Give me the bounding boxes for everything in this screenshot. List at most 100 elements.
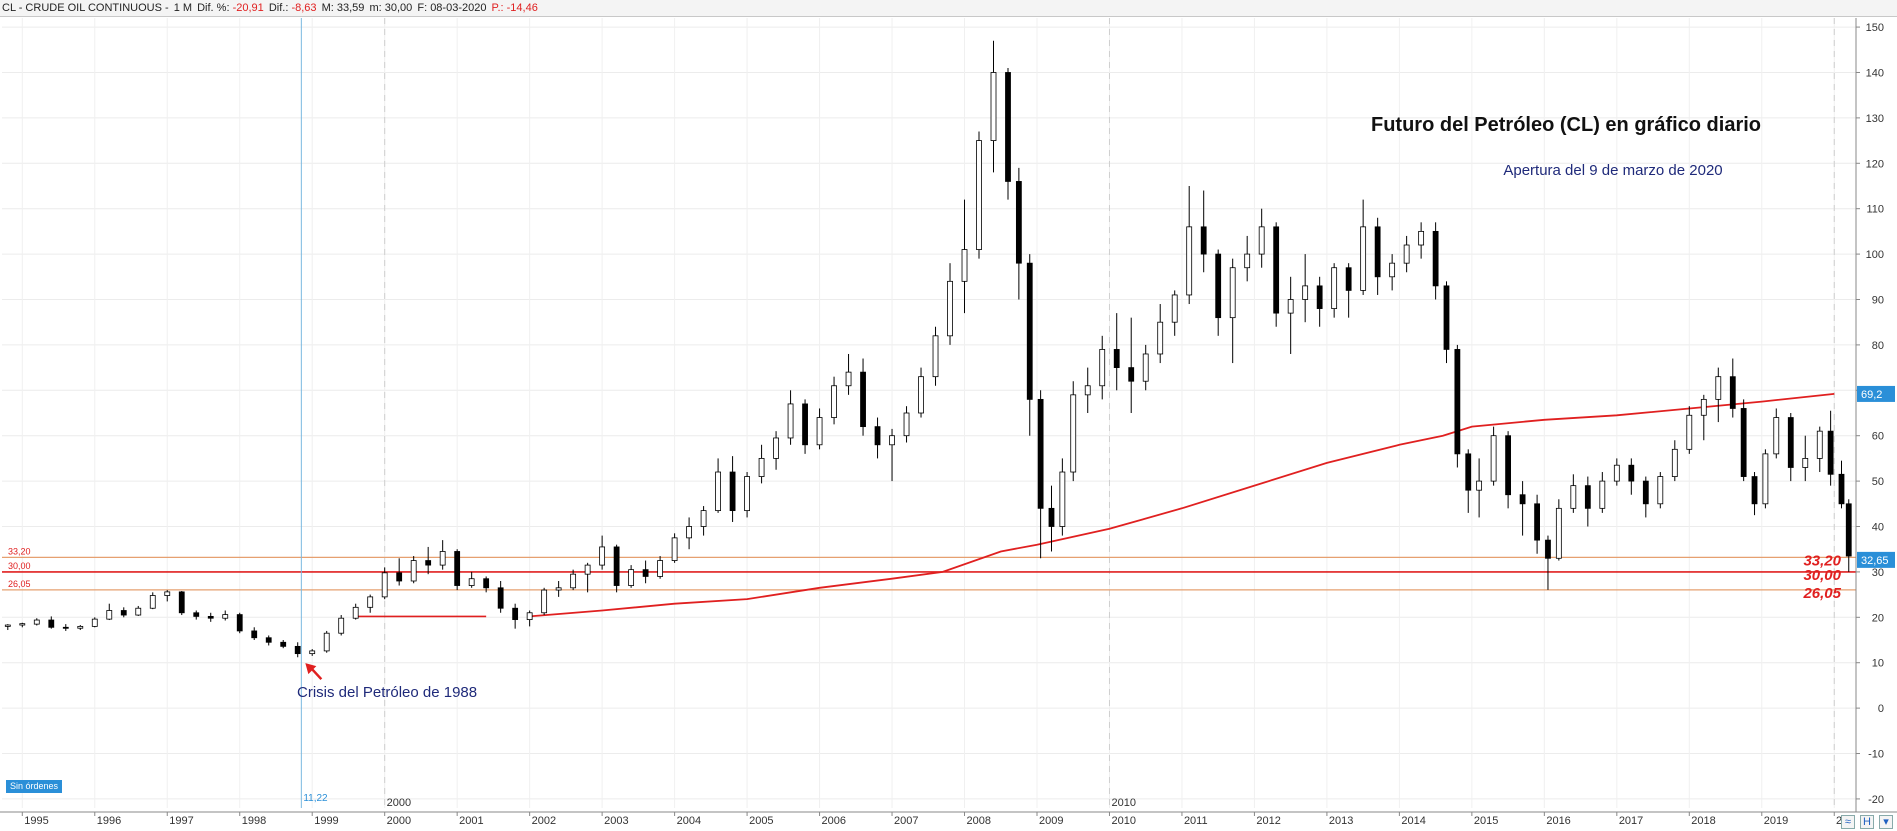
chevron-down-icon[interactable]: ▾ [1879,815,1893,829]
candle [1476,458,1483,518]
candle-body [773,437,779,459]
candle-body [352,606,359,619]
candle-body [1374,226,1381,278]
candle-body [106,610,113,620]
candle-body [1443,285,1450,350]
candle [1740,399,1747,482]
candle-body [1555,507,1562,559]
candle-body [135,607,142,616]
candle-body [700,510,707,527]
candle [541,587,548,616]
candle [48,616,55,629]
candle-body [584,564,591,575]
candle-body [265,637,272,643]
x-tick-label: 2018 [1691,815,1715,827]
candle-body [512,607,519,620]
candle-body [613,546,620,586]
candle [497,580,504,613]
candle [265,635,272,646]
candle-body [1128,367,1135,382]
candle-body [903,412,910,437]
candle-body [454,551,461,586]
orders-badge[interactable]: Sin órdenes [6,780,63,793]
candle [454,549,461,591]
candle [744,472,750,518]
price-tag-bg [1857,551,1895,568]
y-tick-label: 90 [1872,294,1884,306]
candle [1287,276,1294,354]
candle [1432,222,1439,300]
candle-body [1519,494,1526,505]
x-tick-label: 2017 [1619,815,1643,827]
candle-body [889,435,895,446]
candle-body [1037,398,1044,509]
candle [961,199,968,314]
candle [1142,344,1149,391]
candle [1773,408,1780,459]
candle [976,131,982,259]
candle [570,569,577,591]
y-tick-label: 0 [1878,703,1884,715]
candle-body [77,625,84,629]
candle-body [1026,262,1033,400]
candle [990,40,997,173]
candle [1613,458,1620,486]
wave-icon[interactable]: ≈ [1840,815,1855,829]
candle-body [686,526,692,539]
x-tick-label: 2011 [1184,815,1208,827]
min-label: m: 30,00 [369,2,413,14]
y-tick-label: 80 [1872,340,1884,352]
candle [860,358,866,436]
candle-body [1142,353,1149,382]
candle-body [990,72,997,141]
candle-body [236,614,243,632]
timeframe-label[interactable]: 1 M [173,2,193,14]
candle-body [1302,285,1309,300]
candle-body [1642,480,1649,505]
candle [1715,367,1722,423]
candle-body [932,335,939,378]
candle [1229,258,1236,364]
hammer-icon[interactable]: H [1859,815,1874,829]
candle-body [1389,262,1396,278]
candle [1157,304,1164,364]
candle [831,376,837,425]
candle-body [599,546,606,566]
y-tick-label: 150 [1866,22,1884,34]
candle [1258,208,1265,268]
candle-body [1751,476,1758,505]
candle [1200,190,1207,273]
y-tick-label: 100 [1866,249,1884,261]
y-tick-label: 10 [1872,658,1884,670]
candle [1005,67,1011,200]
candle-body [193,612,200,617]
x-tick-label: 2014 [1401,815,1425,827]
candle-body [309,650,316,655]
x-tick-label: 2013 [1329,815,1353,827]
p-value: -14,46 [506,2,538,14]
candle-body [961,249,968,282]
candle-body [1200,226,1207,255]
era-marker-label: 2000 [387,797,411,809]
candle-body [642,569,649,577]
candle [918,367,924,418]
price-tag-label: 69,2 [1861,389,1882,401]
candle [1048,485,1055,552]
candle-body [120,610,127,616]
candle [657,556,664,579]
candle [1059,458,1066,536]
candle [1657,472,1664,509]
candle [599,535,606,570]
x-tick-label: 2008 [967,815,991,827]
candle-body [541,589,548,614]
candle-body [1545,539,1551,559]
candle [1534,494,1540,554]
candle [178,590,185,616]
y-tick-label: -10 [1868,749,1884,761]
candle-body [367,596,374,608]
candle [1465,449,1472,513]
candle-body [1084,385,1091,396]
candle [483,576,490,593]
